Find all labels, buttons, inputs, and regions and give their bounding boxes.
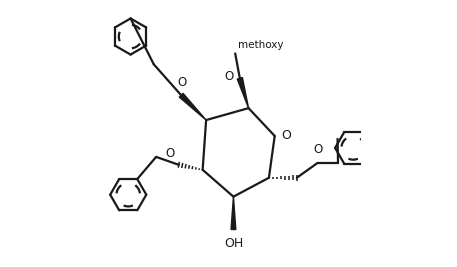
Polygon shape [237,77,249,108]
Text: O: O [166,147,175,159]
Polygon shape [231,197,236,230]
Text: O: O [282,129,292,142]
Text: O: O [314,143,323,156]
Text: O: O [178,76,187,89]
Text: methoxy: methoxy [239,40,284,50]
Polygon shape [179,93,206,120]
Text: OH: OH [224,237,243,250]
Text: O: O [225,70,234,84]
